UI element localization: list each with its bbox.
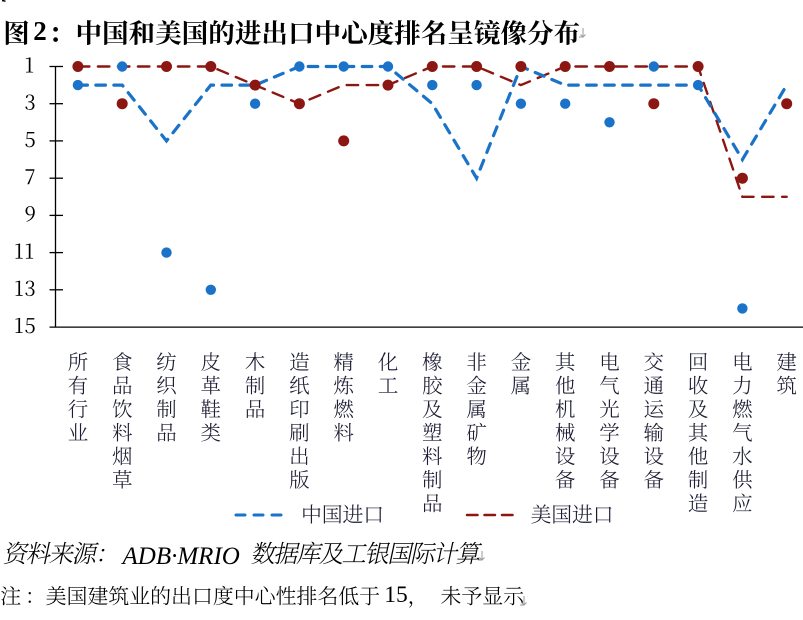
svg-text:15: 15 xyxy=(384,582,408,608)
svg-text:ADB·MRIO: ADB·MRIO xyxy=(121,543,240,570)
svg-text:2: 2 xyxy=(33,16,47,46)
